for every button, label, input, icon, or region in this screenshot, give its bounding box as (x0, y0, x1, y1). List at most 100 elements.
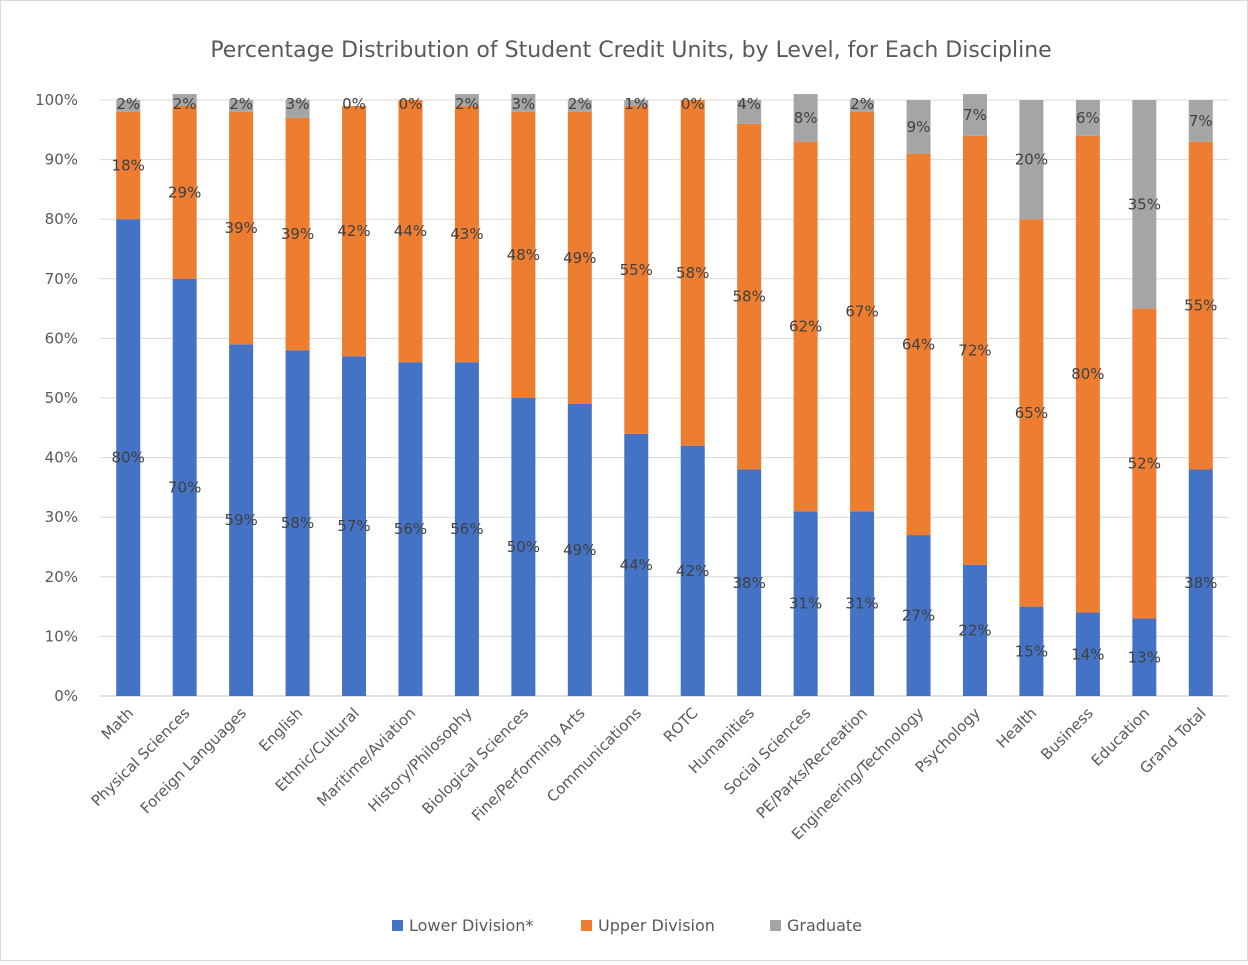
data-label: 3% (511, 95, 535, 113)
bar-segment (116, 100, 141, 112)
y-axis: 0% 10% 20% 30% 40% 50% 60% 70% 80% 90% 100% (35, 91, 78, 705)
bar-segment (172, 94, 197, 106)
bar-segment (850, 111, 875, 512)
legend-label: Graduate (787, 916, 862, 935)
data-label: 65% (1015, 404, 1048, 422)
data-label: 18% (112, 157, 145, 175)
x-tick-label: Fine/Performing Arts (468, 704, 589, 825)
bar-segment (342, 105, 367, 357)
bar-segment (850, 511, 875, 696)
data-label: 43% (450, 225, 483, 243)
bar-segment (1019, 219, 1044, 607)
x-tick-label: English (255, 704, 306, 755)
data-label: 6% (1076, 109, 1100, 127)
y-tick-label: 80% (45, 210, 78, 228)
bar-segment (229, 344, 254, 696)
data-label: 50% (507, 538, 540, 556)
bar-segment (962, 135, 987, 565)
bar-segment (398, 362, 423, 696)
data-label: 38% (1184, 574, 1217, 592)
bar-segment (116, 219, 141, 696)
bar-segment (906, 100, 931, 154)
data-label: 2% (116, 95, 140, 113)
bar-segment (567, 111, 592, 404)
data-label: 62% (789, 317, 822, 335)
bar-segment (229, 111, 254, 345)
chart-title: Percentage Distribution of Student Credi… (210, 38, 1051, 63)
data-label: 72% (958, 341, 991, 359)
bar-segment (1075, 135, 1100, 613)
data-label: 55% (1184, 297, 1217, 315)
data-label: 39% (224, 219, 257, 237)
bar-segment (398, 100, 423, 363)
data-label: 39% (281, 225, 314, 243)
bar-segment (680, 445, 705, 696)
bar-segment (906, 153, 931, 536)
bar-segment (793, 511, 818, 696)
y-tick-label: 20% (45, 568, 78, 586)
data-label: 38% (733, 574, 766, 592)
x-tick-label: Business (1037, 704, 1097, 764)
x-tick-label: ROTC (660, 704, 702, 746)
bar-segment (454, 362, 479, 696)
y-tick-label: 60% (45, 329, 78, 347)
legend-swatch (581, 920, 592, 931)
data-label: 31% (845, 595, 878, 613)
data-label: 49% (563, 541, 596, 559)
data-label: 2% (173, 95, 197, 113)
bar-segment (737, 100, 762, 124)
bar-segment (850, 100, 875, 112)
data-label: 59% (224, 511, 257, 529)
data-label: 14% (1071, 645, 1104, 663)
data-label: 56% (394, 520, 427, 538)
legend-label: Lower Division* (409, 916, 533, 935)
bar-segment (285, 350, 310, 696)
legend-swatch (392, 920, 403, 931)
bar-segment (342, 356, 367, 696)
data-label: 3% (286, 95, 310, 113)
bar-segment (1075, 100, 1100, 136)
x-tick-label: Health (993, 704, 1041, 752)
data-label: 31% (789, 595, 822, 613)
legend-swatch (770, 920, 781, 931)
gridlines (100, 99, 1229, 697)
bar-segment (906, 535, 931, 696)
bar-segment (962, 94, 987, 136)
bars (116, 94, 1213, 696)
legend-label: Upper Division (598, 916, 715, 935)
data-label: 44% (620, 556, 653, 574)
bar-segment (1019, 606, 1044, 696)
bar-segment (454, 105, 479, 363)
data-label: 42% (337, 222, 370, 240)
y-tick-label: 0% (54, 687, 78, 705)
bar-segment (1188, 100, 1213, 142)
data-label: 29% (168, 183, 201, 201)
data-label: 7% (963, 106, 987, 124)
bar-segment (116, 111, 141, 220)
bar-segment (511, 94, 536, 112)
data-label: 52% (1128, 455, 1161, 473)
y-tick-label: 40% (45, 449, 78, 467)
data-label: 15% (1015, 642, 1048, 660)
bar-segment (737, 123, 762, 470)
bar-segment (1188, 141, 1213, 470)
data-label: 22% (958, 621, 991, 639)
data-label: 2% (568, 95, 592, 113)
data-label: 0% (399, 95, 423, 113)
data-label: 9% (907, 118, 931, 136)
data-label: 70% (168, 478, 201, 496)
data-label: 44% (394, 222, 427, 240)
data-label: 20% (1015, 151, 1048, 169)
bar-segment (172, 105, 197, 279)
data-label: 27% (902, 607, 935, 625)
bar-segment (511, 398, 536, 696)
bar-segment (1019, 100, 1044, 220)
bar-segment (567, 100, 592, 112)
data-label: 2% (455, 95, 479, 113)
bar-segment (567, 403, 592, 696)
x-tick-label: History/Philosophy (364, 704, 475, 815)
data-label: 57% (337, 517, 370, 535)
bar-segment (624, 433, 649, 696)
